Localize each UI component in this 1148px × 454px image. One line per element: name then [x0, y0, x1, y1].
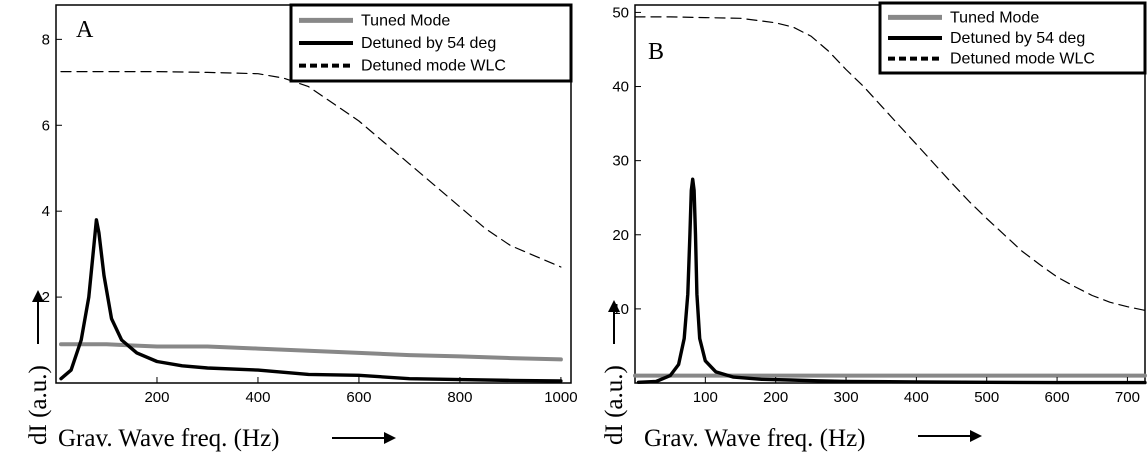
legend-label: Detuned mode WLC — [361, 58, 506, 75]
series-line-0 — [59, 342, 563, 362]
y-tick-label: 30 — [612, 153, 629, 170]
series-line-1 — [59, 218, 563, 383]
x-tick-label: 600 — [1045, 389, 1070, 406]
x-tick-label: 800 — [447, 389, 472, 406]
x-tick-label: 400 — [904, 389, 929, 406]
legend-label: Detuned mode WLC — [950, 51, 1095, 68]
legend-label: Detuned by 54 deg — [361, 35, 496, 52]
x-arrow-a — [332, 432, 396, 444]
y-tick-label: 50 — [612, 4, 629, 21]
legend-a: Tuned Mode Detuned by 54 deg Detuned mode … — [289, 3, 573, 83]
x-tick-label: 300 — [834, 389, 859, 406]
panel-label-b: B — [648, 39, 664, 65]
series-line-2 — [634, 16, 1146, 311]
x-tick-label: 600 — [346, 389, 371, 406]
y-axis-title-b: dI (a.u.) — [601, 365, 628, 445]
y-tick-label: 40 — [612, 79, 629, 96]
axis-ticks-a: 200 400 600 800 1000 2 4 6 8 — [42, 31, 578, 406]
x-tick-label: 200 — [763, 389, 788, 406]
y-tick-label: 6 — [42, 117, 50, 134]
x-axis-title-b: Grav. Wave freq. (Hz) — [644, 425, 865, 452]
y-arrow-a — [32, 290, 44, 344]
y-tick-label: 2 — [42, 289, 50, 306]
x-tick-label: 400 — [245, 389, 270, 406]
x-arrow-b — [918, 430, 982, 442]
legend-label: Tuned Mode — [950, 9, 1039, 26]
x-tick-label: 700 — [1115, 389, 1140, 406]
panel-a: 200 400 600 800 1000 2 4 6 8 A Tuned Mode Detuned… — [42, 3, 578, 406]
x-axis-title-a: Grav. Wave freq. (Hz) — [58, 425, 279, 452]
y-tick-label: 4 — [42, 203, 50, 220]
plot-lines-b — [633, 16, 1147, 385]
y-tick-label: 8 — [42, 31, 50, 48]
legend-label: Tuned Mode — [361, 12, 450, 29]
panel-label-a: A — [76, 17, 94, 43]
y-axis-title-a: dI (a.u.) — [25, 365, 52, 445]
plot-lines-a — [59, 70, 563, 383]
x-tick-label: 100 — [693, 389, 718, 406]
x-tick-label: 500 — [974, 389, 999, 406]
y-arrow-b — [608, 300, 620, 344]
series-line-1 — [636, 177, 1147, 385]
legend-label: Detuned by 54 deg — [950, 30, 1085, 47]
y-tick-label: 20 — [612, 227, 629, 244]
x-tick-label: 1000 — [544, 389, 577, 406]
x-tick-label: 200 — [144, 389, 169, 406]
series-line-2 — [60, 70, 562, 268]
legend-b: Tuned Mode Detuned by 54 deg Detuned mode … — [878, 1, 1147, 75]
